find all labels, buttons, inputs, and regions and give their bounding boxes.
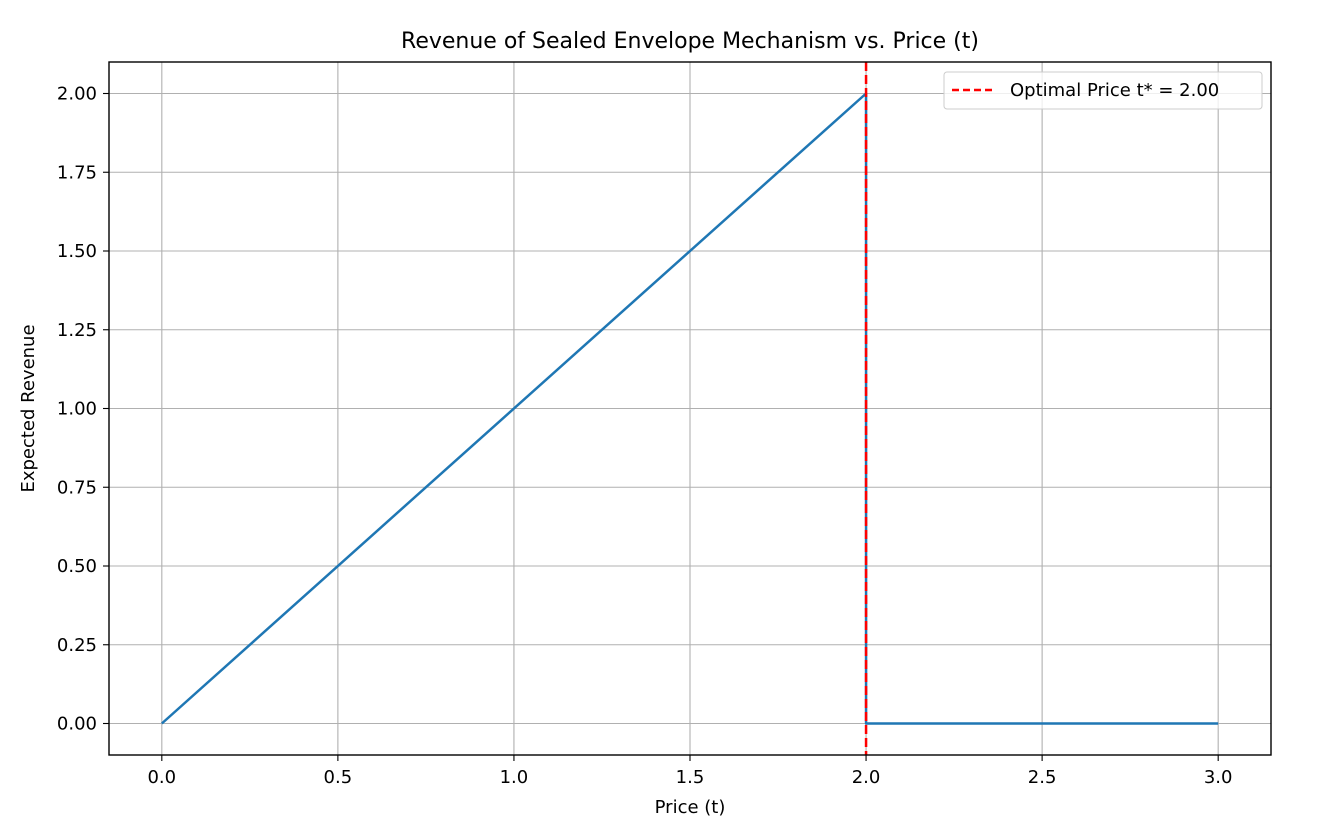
y-tick-label: 0.25 bbox=[57, 635, 97, 656]
y-tick-label: 1.75 bbox=[57, 162, 97, 183]
legend-box bbox=[943, 71, 1263, 110]
x-tick-label: 0.5 bbox=[324, 767, 353, 788]
chart-title: Revenue of Sealed Envelope Mechanism vs.… bbox=[401, 29, 979, 54]
x-tick-label: 3.0 bbox=[1204, 767, 1233, 788]
y-tick-label: 1.25 bbox=[57, 320, 97, 341]
x-tick-label: 2.0 bbox=[852, 767, 881, 788]
legend: Optimal Price t* = 2.00 bbox=[943, 71, 1263, 110]
y-tick-label: 0.00 bbox=[57, 714, 97, 735]
y-axis-ticks: 0.00 0.25 0.50 0.75 1.00 1.25 1.50 1.75 2.00 bbox=[57, 84, 109, 735]
x-tick-label: 0.0 bbox=[147, 767, 176, 788]
x-axis-ticks: 0.0 0.5 1.0 1.5 2.0 2.5 3.0 bbox=[147, 755, 1233, 788]
x-tick-label: 2.5 bbox=[1028, 767, 1057, 788]
y-tick-label: 0.50 bbox=[57, 556, 97, 577]
y-axis-label: Expected Revenue bbox=[18, 324, 39, 492]
y-tick-label: 1.00 bbox=[57, 399, 97, 420]
legend-label: Optimal Price t* = 2.00 bbox=[1010, 80, 1219, 101]
y-tick-label: 0.75 bbox=[57, 477, 97, 498]
x-axis-label: Price (t) bbox=[655, 797, 726, 818]
y-tick-label: 1.50 bbox=[57, 241, 97, 262]
x-tick-label: 1.0 bbox=[500, 767, 529, 788]
y-tick-label: 2.00 bbox=[57, 84, 97, 105]
x-tick-label: 1.5 bbox=[676, 767, 705, 788]
